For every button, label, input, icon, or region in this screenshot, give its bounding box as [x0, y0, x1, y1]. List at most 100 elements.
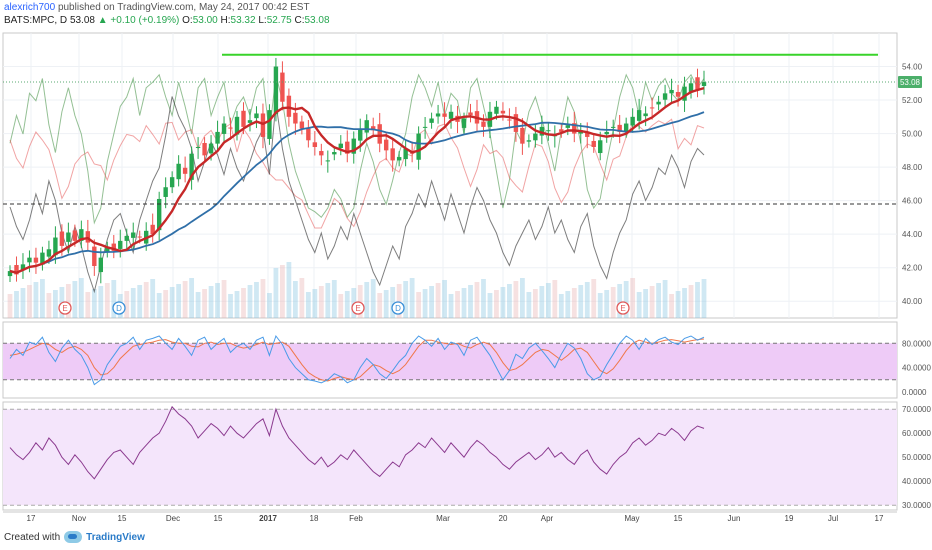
- rsi-panel[interactable]: 30.0000 40.0000 50.0000 60.0000 70.0000: [2, 401, 931, 511]
- candle-body: [105, 247, 110, 252]
- rsi-tick-label: 60.0000: [902, 429, 931, 438]
- overlay-green-line: [9, 73, 705, 225]
- event-marker: [112, 301, 126, 315]
- candle-body: [669, 90, 674, 94]
- volume-bar: [46, 293, 52, 318]
- volume-bar: [182, 281, 188, 318]
- candle-body: [40, 252, 45, 265]
- candle-body: [403, 148, 408, 160]
- candle-body: [520, 127, 525, 144]
- volume-bar: [442, 280, 447, 318]
- volume-bar: [468, 285, 473, 318]
- candle-body: [189, 153, 194, 180]
- candle-body: [533, 133, 538, 141]
- candle-body: [14, 265, 19, 275]
- volume-bar: [461, 288, 467, 318]
- volume-bar: [539, 286, 545, 318]
- candle-body: [66, 232, 71, 242]
- candle-body: [46, 249, 52, 257]
- volume-bar: [40, 279, 45, 318]
- time-tick-label: 2017: [259, 514, 277, 523]
- candle-body: [241, 110, 246, 127]
- volume-bar: [396, 284, 402, 318]
- volume-bar: [260, 279, 266, 318]
- stochastic-k-line: [9, 334, 705, 386]
- volume-bar: [241, 288, 246, 318]
- volume-bar: [370, 279, 376, 318]
- price-tick-label: 42.00: [902, 264, 923, 273]
- volume-bar: [571, 288, 577, 318]
- candle-body: [481, 121, 486, 127]
- candle-body: [526, 140, 532, 142]
- volume-bar: [85, 292, 91, 318]
- time-tick-label: 15: [674, 514, 683, 523]
- volume-bar: [72, 281, 78, 318]
- candle-body: [319, 151, 324, 156]
- price-panel[interactable]: 40.00 42.00 44.00 46.00 48.00 50.00 52.00 54.00…: [2, 32, 923, 319]
- volume-bar: [455, 291, 460, 318]
- volume-bar: [377, 293, 383, 318]
- last-price-tag-label: 53.08: [900, 78, 921, 87]
- volume-bar: [14, 291, 19, 318]
- volume-bar: [234, 291, 240, 318]
- candle-body: [610, 126, 616, 128]
- time-tick-label: Mar: [436, 514, 450, 523]
- candle-body: [695, 77, 700, 90]
- candle-body: [280, 72, 285, 102]
- time-tick-label: 17: [875, 514, 884, 523]
- event-marker: [391, 301, 405, 315]
- created-with-text: Created with: [4, 531, 61, 543]
- event-marker-label: D: [116, 304, 122, 313]
- candle-body: [92, 246, 97, 267]
- time-tick-label: Dec: [166, 514, 180, 523]
- volume-bar: [228, 294, 233, 318]
- stochastic-band: [3, 343, 897, 380]
- tradingview-brand[interactable]: TradingView: [86, 531, 145, 543]
- volume-bar: [150, 279, 156, 318]
- candle-body: [53, 237, 58, 256]
- volume-bar: [390, 287, 396, 318]
- volume-bar: [53, 290, 58, 318]
- volume-bar: [299, 278, 305, 318]
- volume-bar: [208, 286, 214, 318]
- candle-body: [169, 177, 175, 188]
- candle-body: [585, 132, 590, 137]
- last-price-tag: 53.08: [898, 75, 922, 88]
- time-tick-label: Jun: [728, 514, 741, 523]
- candle-body: [247, 120, 253, 123]
- tradingview-logo-icon: [64, 531, 83, 543]
- rsi-line: [9, 405, 705, 480]
- candle-body: [163, 187, 168, 197]
- rsi-band: [3, 409, 897, 506]
- author-link[interactable]: alexrich700: [4, 2, 56, 13]
- candle-body: [442, 113, 447, 117]
- price-tick-label: 50.00: [902, 130, 923, 139]
- volume-bar: [656, 283, 661, 318]
- last-price-tag-box: [898, 75, 922, 88]
- candle-body: [688, 83, 694, 93]
- time-axis[interactable]: 17 Nov 15 Dec 15 2017 18 Feb Mar 20 Apr May 15 Jun 19 J…: [3, 511, 897, 523]
- candle-body: [617, 124, 622, 132]
- volume-bar: [630, 278, 636, 318]
- candle-body: [98, 257, 104, 273]
- stochastic-panel[interactable]: 0.0000 40.0000 80.0000: [2, 321, 931, 399]
- stochastic-tick-label: 0.0000: [902, 388, 927, 397]
- volume-bar: [519, 278, 525, 318]
- candle-body: [156, 198, 162, 231]
- candle-body: [338, 143, 343, 149]
- candle-body: [124, 235, 129, 241]
- volume-bar: [474, 282, 480, 318]
- volume-bar: [65, 284, 71, 318]
- candle-body: [79, 229, 84, 241]
- time-tick-label: 15: [214, 514, 223, 523]
- overlay-black-line: [9, 96, 705, 294]
- event-marker-label: E: [355, 304, 360, 313]
- volume-bar: [215, 283, 220, 318]
- volume-bar: [643, 289, 649, 318]
- candle-body: [221, 123, 227, 134]
- candle-body: [254, 113, 259, 119]
- volume-bar: [695, 282, 700, 318]
- time-tick-label: Nov: [72, 514, 86, 523]
- candle-body: [390, 148, 395, 161]
